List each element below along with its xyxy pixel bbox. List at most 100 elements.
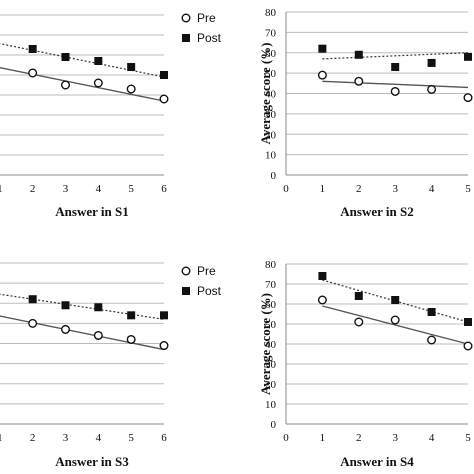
x-axis-label: Answer in S1	[55, 204, 128, 219]
x-tick-label: 5	[128, 183, 134, 195]
point-pre	[28, 318, 38, 328]
x-tick-label: 3	[63, 183, 69, 195]
x-tick-label: 4	[96, 432, 102, 444]
trendline-post	[322, 279, 469, 323]
point-post	[464, 318, 472, 326]
legend-marker-pre	[181, 266, 191, 276]
y-tick-label: 40	[265, 339, 277, 351]
point-pre	[390, 315, 400, 325]
point-post	[127, 63, 136, 71]
legend-label: Pre	[197, 264, 216, 278]
trendline-pre	[322, 305, 469, 345]
legend-marker-pre	[181, 13, 191, 23]
x-tick-label: 3	[392, 432, 398, 444]
x-axis-label: Answer in S4	[340, 454, 414, 469]
y-tick-label: 70	[265, 27, 277, 39]
point-pre	[61, 324, 71, 334]
x-tick-label: 2	[356, 432, 362, 444]
trendline-post	[0, 293, 165, 320]
x-tick-label: 5	[465, 432, 471, 444]
y-tick-label: 60	[265, 48, 277, 60]
point-post	[28, 295, 37, 304]
x-tick-label: 1	[0, 432, 3, 444]
x-tick-label: 3	[392, 183, 398, 195]
trendline-post	[322, 52, 469, 60]
x-tick-label: 1	[320, 432, 326, 444]
point-pre	[126, 334, 136, 344]
point-post	[127, 311, 136, 320]
y-axis-label: Average score (%)	[258, 42, 273, 144]
x-tick-label: 3	[63, 432, 69, 444]
trendline-pre	[322, 80, 469, 89]
y-tick-label: 50	[265, 319, 277, 331]
point-pre	[354, 317, 364, 327]
point-pre	[390, 86, 400, 96]
x-tick-label: 6	[161, 432, 167, 444]
x-axis-label: Answer in S2	[340, 204, 413, 219]
point-post	[318, 44, 327, 53]
point-post	[61, 301, 70, 310]
point-post	[160, 71, 168, 79]
point-post	[427, 58, 436, 67]
y-tick-label: 20	[265, 129, 277, 141]
y-tick-label: 10	[265, 150, 277, 162]
x-tick-label: 0	[283, 183, 289, 195]
x-tick-label: 2	[30, 183, 36, 195]
y-tick-label: 30	[265, 359, 277, 371]
point-post	[354, 50, 363, 59]
x-tick-label: 4	[429, 432, 435, 444]
point-post	[94, 57, 103, 65]
point-pre	[28, 68, 38, 78]
chart-3: 1 2 3 4 5 6 Answer in S3 Pre Post	[0, 262, 222, 469]
x-tick-label: 5	[128, 432, 134, 444]
point-pre	[427, 335, 437, 345]
x-tick-label: 1	[0, 183, 3, 195]
y-tick-label: 0	[271, 419, 277, 431]
point-post	[354, 292, 363, 300]
x-tick-label: 2	[356, 183, 362, 195]
x-tick-label: 0	[283, 432, 289, 444]
point-post	[391, 296, 400, 304]
point-post	[28, 45, 37, 53]
legend-marker-post	[182, 34, 190, 42]
legend-marker-post	[182, 287, 190, 295]
y-tick-label: 30	[265, 109, 277, 121]
point-post	[464, 52, 472, 61]
x-tick-label: 1	[320, 183, 326, 195]
point-pre	[463, 93, 473, 103]
x-tick-label: 5	[465, 183, 471, 195]
point-pre	[159, 341, 169, 351]
point-post	[61, 53, 70, 61]
y-tick-label: 20	[265, 379, 277, 391]
point-post	[318, 272, 327, 280]
x-axis-label: Answer in S3	[55, 454, 129, 469]
point-post	[427, 308, 436, 316]
x-tick-label: 2	[30, 432, 36, 444]
point-pre	[354, 76, 364, 86]
chart-1: 1 2 3 4 5 6 Answer in S1 Pre Post	[0, 11, 222, 219]
point-pre	[317, 70, 327, 80]
point-pre	[93, 330, 103, 340]
y-tick-label: 70	[265, 279, 277, 291]
x-tick-label: 4	[96, 183, 102, 195]
point-pre	[61, 80, 71, 90]
y-tick-label: 0	[271, 170, 277, 182]
y-tick-label: 60	[265, 299, 277, 311]
y-tick-label: 80	[265, 259, 277, 271]
y-tick-label: 80	[265, 7, 277, 19]
point-pre	[159, 94, 169, 104]
y-tick-label: 40	[265, 89, 277, 101]
point-post	[391, 63, 400, 72]
point-post	[160, 311, 168, 320]
x-tick-label: 4	[429, 183, 435, 195]
point-pre	[427, 84, 437, 94]
legend-label: Post	[197, 284, 222, 298]
y-tick-label: 10	[265, 399, 277, 411]
point-pre	[93, 78, 103, 88]
x-tick-label: 6	[161, 183, 167, 195]
point-post	[94, 303, 103, 312]
point-pre	[126, 84, 136, 94]
point-pre	[463, 341, 473, 351]
